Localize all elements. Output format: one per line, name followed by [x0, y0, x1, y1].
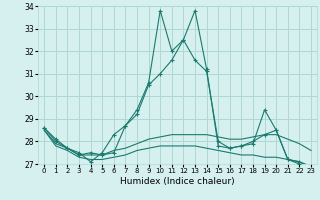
- X-axis label: Humidex (Indice chaleur): Humidex (Indice chaleur): [120, 177, 235, 186]
